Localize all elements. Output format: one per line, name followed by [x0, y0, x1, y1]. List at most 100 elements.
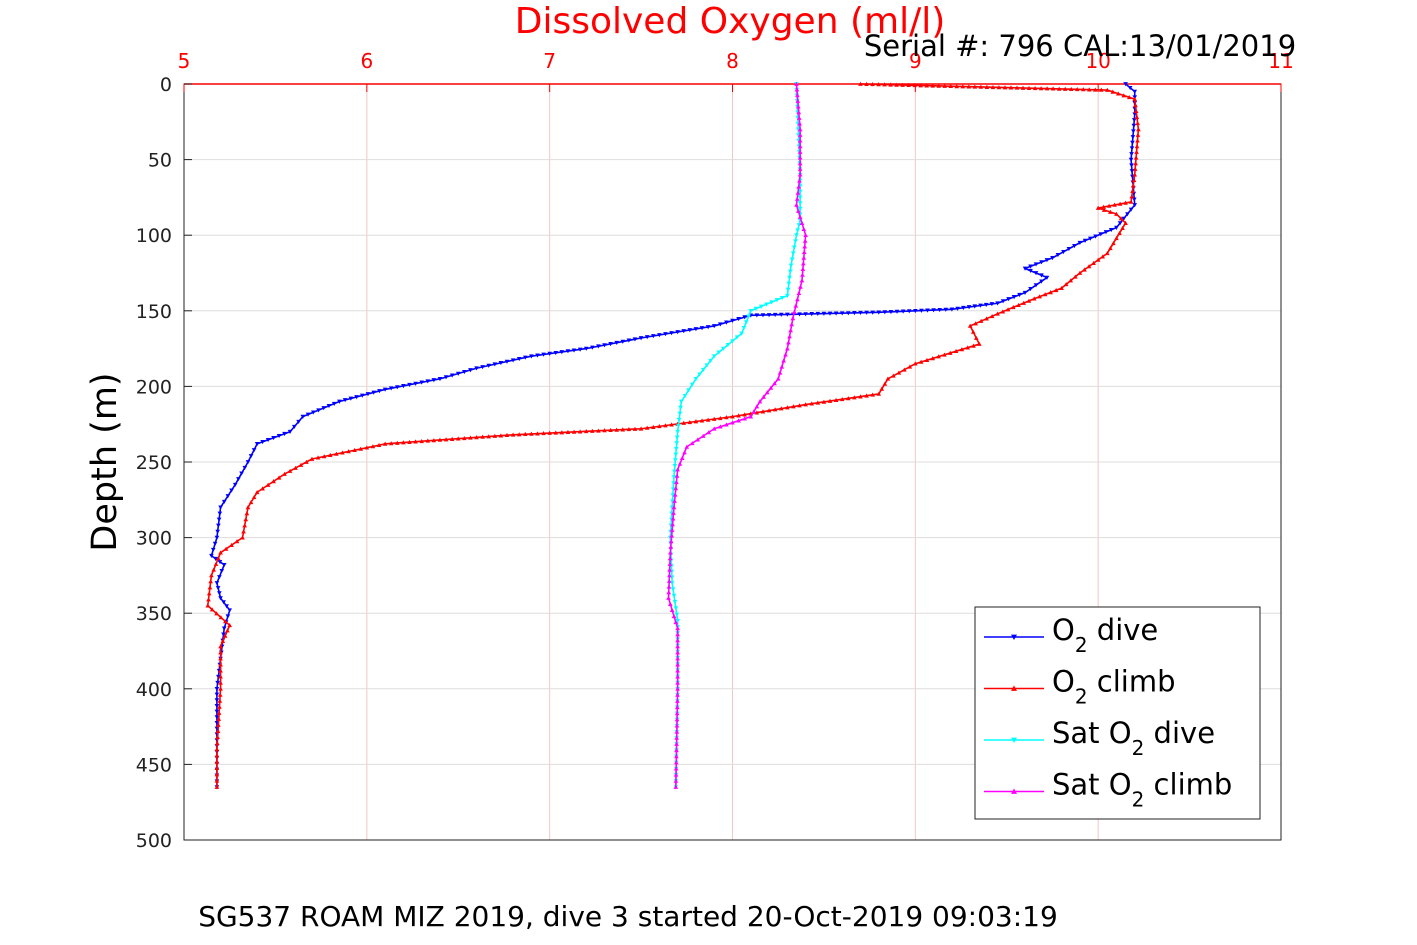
- series-marker: [334, 451, 339, 456]
- series-marker: [675, 656, 680, 661]
- series-marker: [827, 398, 833, 403]
- legend-label: O2 dive: [1052, 613, 1158, 657]
- series-marker: [216, 523, 221, 528]
- series-marker: [918, 83, 923, 88]
- series-marker: [675, 704, 680, 710]
- series-marker: [663, 332, 668, 337]
- series-marker: [1026, 298, 1032, 303]
- series-marker: [638, 426, 644, 431]
- series-marker: [260, 486, 265, 491]
- series-marker: [942, 83, 948, 88]
- series-marker: [214, 686, 220, 692]
- series-marker: [663, 423, 668, 428]
- series-marker: [1123, 220, 1128, 225]
- series-marker: [251, 494, 257, 500]
- series-marker: [218, 680, 223, 685]
- series-marker: [882, 310, 888, 315]
- series-marker: [214, 772, 220, 777]
- series-marker: [300, 414, 306, 419]
- series-marker: [674, 441, 680, 446]
- series-marker: [1010, 305, 1016, 310]
- series-marker: [796, 290, 802, 295]
- series-marker: [787, 269, 793, 274]
- series-marker: [229, 488, 234, 493]
- series-marker: [1068, 278, 1074, 283]
- series-marker: [748, 414, 754, 419]
- y-tick-label: 500: [136, 830, 172, 852]
- series-marker: [218, 615, 224, 620]
- series-marker: [1132, 172, 1138, 177]
- series-marker: [675, 429, 680, 435]
- series-marker: [407, 382, 412, 388]
- series-marker: [321, 406, 327, 411]
- series-marker: [796, 184, 801, 189]
- series-marker: [785, 346, 790, 351]
- series-marker: [724, 422, 729, 427]
- series-marker: [668, 601, 673, 606]
- series-marker: [681, 420, 687, 425]
- series-marker: [681, 329, 687, 334]
- series-marker: [697, 372, 702, 377]
- series-line: [669, 83, 801, 788]
- series-marker: [602, 343, 607, 348]
- series-marker: [217, 692, 223, 697]
- series-marker: [644, 425, 650, 430]
- series-marker: [725, 342, 731, 348]
- series-marker: [787, 334, 792, 339]
- series-marker: [803, 402, 808, 407]
- series-marker: [1134, 144, 1140, 149]
- series-marker: [754, 313, 760, 318]
- series-marker: [342, 398, 348, 403]
- series-marker: [1100, 254, 1106, 259]
- series-marker: [730, 339, 735, 344]
- series-marker: [724, 320, 729, 325]
- series-marker: [674, 754, 679, 759]
- series-marker: [1048, 290, 1053, 295]
- x-tick-label: 10: [1085, 49, 1110, 73]
- series-marker: [716, 350, 722, 355]
- series-marker: [218, 668, 223, 673]
- series-marker: [669, 607, 675, 613]
- series-marker: [778, 406, 784, 411]
- series-marker: [815, 400, 821, 405]
- series-marker: [1082, 238, 1088, 243]
- series-marker: [791, 245, 797, 250]
- series-marker: [1128, 199, 1134, 204]
- series-marker: [462, 369, 467, 375]
- series-marker: [1121, 216, 1127, 221]
- series-marker: [425, 379, 431, 384]
- series-marker: [1133, 155, 1139, 160]
- series-marker: [1011, 295, 1017, 300]
- series-marker: [620, 339, 626, 344]
- series-marker: [673, 760, 679, 765]
- series-marker: [254, 442, 260, 447]
- series-marker: [413, 439, 418, 444]
- series-marker: [700, 367, 706, 373]
- series-marker: [547, 351, 552, 356]
- series-marker: [684, 444, 690, 449]
- series-marker: [504, 432, 510, 438]
- series-marker: [800, 266, 806, 272]
- series-marker: [1130, 140, 1135, 145]
- series-marker: [670, 522, 675, 527]
- series-marker: [673, 606, 679, 611]
- series-marker: [1086, 264, 1092, 269]
- series-marker: [1088, 236, 1093, 241]
- series-marker: [675, 692, 680, 697]
- series-marker: [206, 591, 212, 596]
- series-marker: [1105, 87, 1110, 92]
- series-marker: [675, 638, 680, 643]
- series-marker: [794, 202, 799, 207]
- series-marker: [1129, 194, 1135, 199]
- series-marker: [1121, 93, 1127, 98]
- series-marker: [761, 394, 766, 399]
- series-marker: [675, 626, 680, 631]
- series-marker: [212, 541, 218, 546]
- series-marker: [772, 407, 778, 412]
- series-marker: [797, 149, 803, 154]
- series-marker: [225, 628, 230, 633]
- series-marker: [894, 82, 899, 87]
- series-marker: [571, 348, 577, 353]
- series-marker: [677, 411, 683, 416]
- series-marker: [896, 370, 902, 375]
